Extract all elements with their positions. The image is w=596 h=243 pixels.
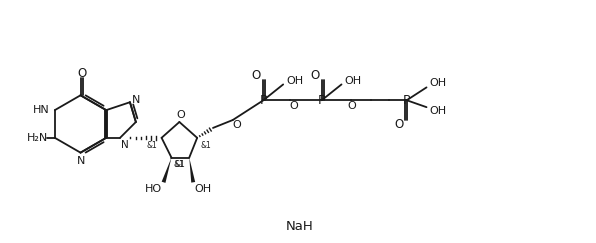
Text: OH: OH bbox=[345, 77, 362, 87]
Text: &1: &1 bbox=[146, 141, 157, 150]
Text: H₂N: H₂N bbox=[26, 133, 48, 143]
Text: &1: &1 bbox=[175, 160, 186, 169]
Text: N: N bbox=[121, 140, 129, 150]
Text: N: N bbox=[132, 95, 140, 105]
Text: &1: &1 bbox=[201, 141, 212, 150]
Text: N: N bbox=[77, 156, 86, 165]
Text: O: O bbox=[310, 69, 319, 82]
Text: P: P bbox=[260, 94, 267, 107]
Text: NaH: NaH bbox=[286, 220, 314, 233]
Text: HN: HN bbox=[33, 105, 49, 115]
Text: O: O bbox=[290, 101, 299, 111]
Text: OH: OH bbox=[430, 78, 447, 88]
Text: OH: OH bbox=[194, 184, 212, 194]
Polygon shape bbox=[162, 157, 172, 183]
Text: HO: HO bbox=[145, 184, 162, 194]
Text: &1: &1 bbox=[174, 160, 185, 169]
Text: O: O bbox=[252, 69, 261, 82]
Text: OH: OH bbox=[287, 77, 303, 87]
Text: P: P bbox=[403, 94, 411, 107]
Text: O: O bbox=[347, 101, 356, 111]
Text: O: O bbox=[77, 67, 86, 80]
Text: O: O bbox=[232, 120, 241, 130]
Polygon shape bbox=[190, 157, 195, 182]
Text: O: O bbox=[394, 118, 403, 131]
Text: O: O bbox=[176, 110, 185, 120]
Text: OH: OH bbox=[430, 106, 447, 116]
Text: P: P bbox=[318, 94, 325, 107]
